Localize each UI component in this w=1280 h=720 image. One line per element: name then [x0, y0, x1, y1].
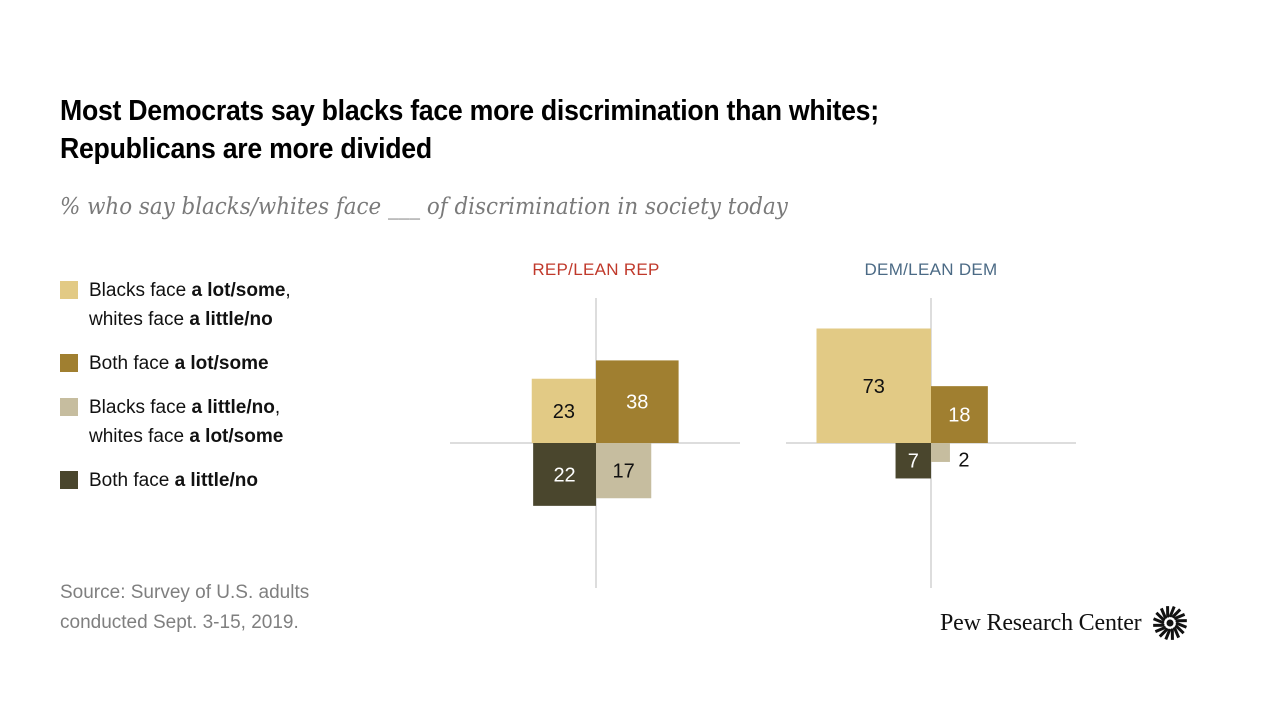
chart-subtitle: % who say blacks/whites face ___ of disc…: [60, 194, 788, 220]
legend-swatch: [60, 281, 78, 299]
bar-both-little: [533, 443, 596, 506]
sunburst-ray: [1174, 624, 1186, 635]
source-line-1: Source: Survey of U.S. adults: [60, 582, 310, 603]
legend-text: Both face: [89, 353, 175, 374]
data-label: 73: [863, 376, 885, 398]
legend-bold: a lot/some: [191, 280, 286, 301]
sunburst-ray: [1171, 608, 1182, 619]
title-line-2: Republicans are more divided: [60, 133, 432, 165]
source-note: Source: Survey of U.S. adults conducted …: [60, 578, 309, 638]
data-label: 7: [908, 451, 919, 473]
data-label: 2: [958, 449, 969, 471]
title-line-1: Most Democrats say blacks face more disc…: [60, 95, 879, 127]
data-label: 38: [626, 392, 648, 414]
bar-both-little: [895, 443, 931, 479]
legend-bold: a little/no: [189, 309, 273, 330]
bar-both-lot: [931, 386, 988, 443]
legend-text: Blacks face: [89, 280, 192, 301]
sunburst-ray: [1155, 611, 1166, 622]
panel-label: DEM/LEAN DEM: [864, 260, 997, 279]
legend-item-blacks-more: Blacks face a lot/some, whites face a lit…: [60, 276, 291, 334]
source-line-2: conducted Sept. 3-15, 2019.: [60, 612, 299, 633]
sunburst-ray: [1169, 605, 1177, 618]
bar-blacks-more: [531, 378, 596, 443]
legend-bold: a lot/some: [174, 353, 269, 374]
sunburst-ray: [1153, 617, 1166, 625]
sunburst-ray: [1164, 628, 1172, 641]
data-label: 23: [553, 401, 575, 423]
bar-blacks-more: [816, 328, 931, 443]
sunburst-ray: [1173, 626, 1181, 639]
legend-item-both-lot: Both face a lot/some: [60, 349, 291, 378]
legend-item-whites-more: Blacks face a little/no, whites face a lo…: [60, 393, 291, 451]
legend-swatch: [60, 354, 78, 372]
pew-logo: Pew Research Center: [940, 604, 1189, 642]
legend-bold: a little/no: [191, 397, 275, 418]
data-label: 17: [612, 461, 634, 483]
bar-both-lot: [596, 360, 679, 443]
legend-bold: a lot/some: [189, 426, 284, 447]
sunburst-ray: [1159, 627, 1170, 638]
chart-title: Most Democrats say blacks face more disc…: [60, 92, 1164, 168]
bar-whites-more: [931, 443, 950, 462]
data-label: 22: [553, 464, 575, 486]
data-label: 18: [948, 405, 970, 427]
legend-item-both-little: Both face a little/no: [60, 466, 291, 495]
pew-sunburst-icon: [1153, 605, 1188, 641]
legend-text: Both face: [89, 470, 175, 491]
sunburst-ray: [1160, 607, 1168, 620]
logo-text: Pew Research Center: [940, 609, 1142, 636]
sunburst-ray: [1174, 612, 1186, 621]
panel-label: REP/LEAN REP: [532, 260, 659, 279]
bar-whites-more: [596, 443, 652, 499]
legend-swatch: [60, 471, 78, 489]
sunburst-ray: [1175, 621, 1188, 629]
legend: Blacks face a lot/some, whites face a lit…: [60, 276, 291, 510]
legend-bold: a little/no: [174, 470, 258, 491]
legend-swatch: [60, 398, 78, 416]
legend-text: Blacks face: [89, 397, 192, 418]
sunburst-ray: [1155, 625, 1167, 634]
